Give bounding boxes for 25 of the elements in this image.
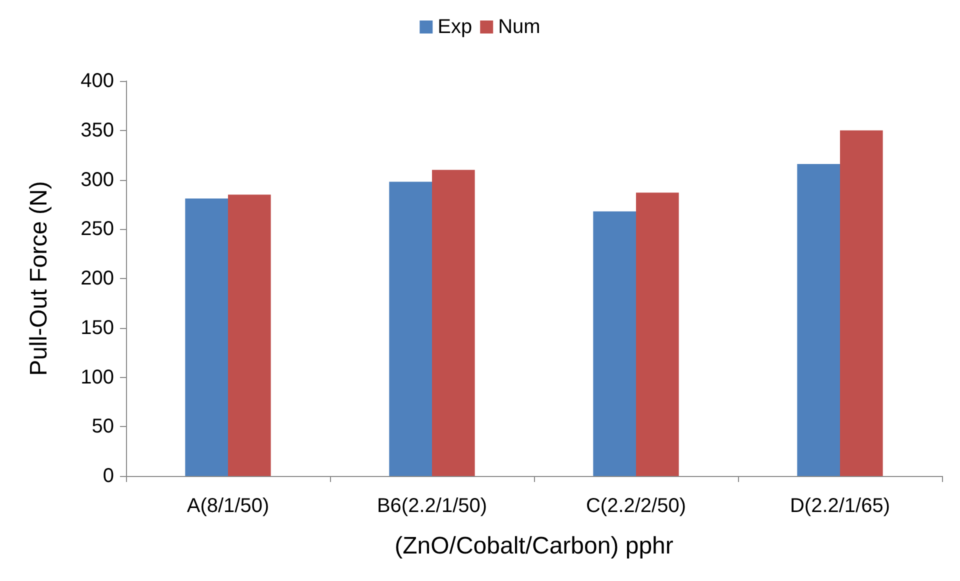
x-tick-label: B6(2.2/1/50): [376, 495, 488, 517]
bar: [185, 198, 228, 476]
legend-label: Num: [498, 16, 540, 38]
x-axis-title: (ZnO/Cobalt/Carbon) pphr: [394, 532, 674, 560]
y-tick-label: 400: [80, 70, 114, 92]
bar: [636, 192, 679, 476]
x-tick-label: A(8/1/50): [186, 495, 270, 517]
y-tick-label: 250: [80, 218, 114, 240]
bar: [797, 164, 840, 476]
bar: [432, 170, 475, 476]
y-tick-label: 0: [102, 465, 114, 487]
bar: [840, 130, 883, 476]
x-tick-label: C(2.2/2/50): [586, 495, 686, 517]
y-tick-label: 350: [80, 119, 114, 142]
y-tick-label: 50: [92, 416, 114, 438]
x-tick-label: D(2.2/1/65): [790, 495, 890, 517]
y-tick-label: 200: [80, 268, 114, 290]
y-tick-label: 100: [80, 366, 114, 388]
y-tick-label: 300: [80, 168, 114, 191]
y-tick-label: 150: [80, 316, 114, 339]
bar: [228, 194, 271, 476]
bar: [389, 182, 432, 476]
bar: [593, 211, 636, 476]
legend-label: Exp: [438, 16, 472, 38]
y-axis-title: Pull-Out Force (N): [26, 181, 52, 376]
